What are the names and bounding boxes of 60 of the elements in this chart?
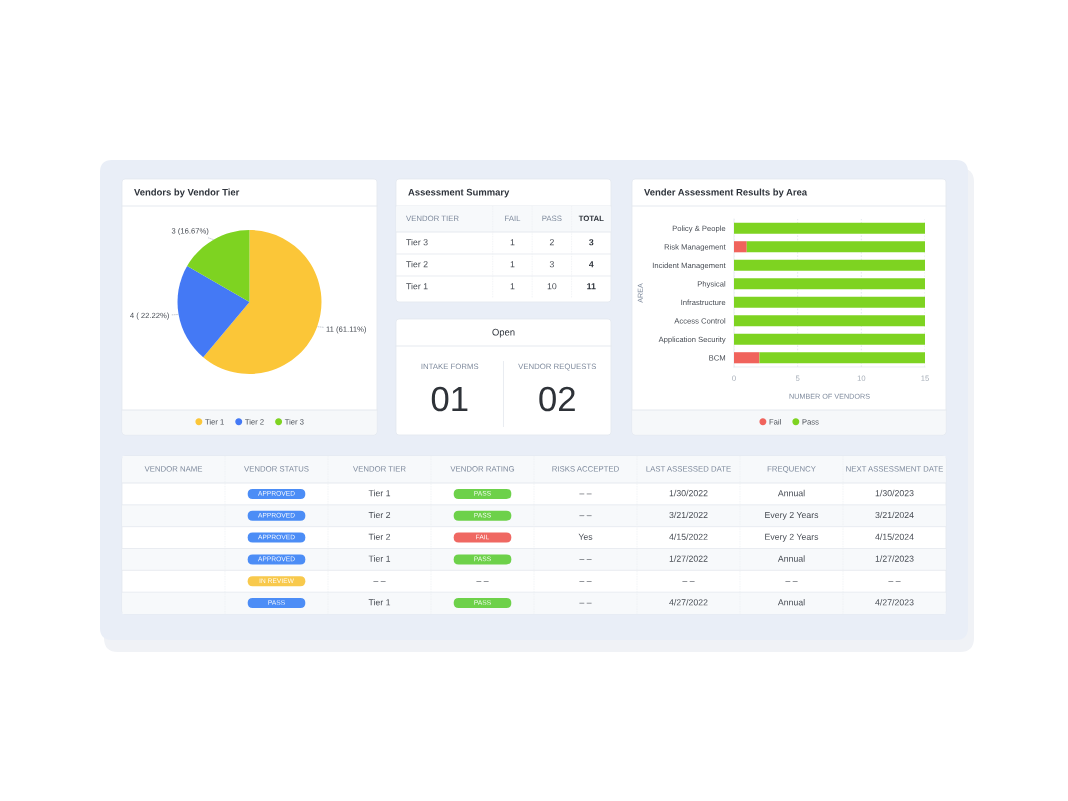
text: – – xyxy=(476,581,489,582)
text: – – xyxy=(579,515,592,517)
bar xyxy=(759,352,925,364)
text: Annual xyxy=(777,599,805,606)
text: 3/21/2024 xyxy=(875,511,914,519)
text: 4/15/2024 xyxy=(875,533,914,540)
text: – – xyxy=(888,581,901,582)
text: 11 xyxy=(587,283,596,290)
text: Tier 3 xyxy=(406,238,428,246)
text: 02 xyxy=(539,386,575,412)
bar xyxy=(734,222,925,234)
text: – – xyxy=(579,602,592,604)
bar xyxy=(734,352,760,364)
text: Every 2 Years xyxy=(765,533,819,542)
text: Tier 2 xyxy=(368,533,391,540)
text: Tier 2 xyxy=(368,511,391,519)
bar xyxy=(734,278,925,290)
text: Every 2 Years xyxy=(765,511,819,520)
chart-title: Vender Assessment Results by Area xyxy=(644,188,808,198)
text: 4 xyxy=(588,261,594,268)
text: – – xyxy=(785,581,798,582)
text: 1/27/2023 xyxy=(875,555,914,562)
text: Annual xyxy=(777,555,805,562)
text: Tier 1 xyxy=(368,489,391,497)
text: – – xyxy=(682,581,695,582)
text: 1 xyxy=(510,283,515,290)
chart-title: Vendors by Vendor Tier xyxy=(134,188,240,198)
text: 4/27/2022 xyxy=(669,599,708,606)
text: – – xyxy=(579,581,592,582)
text: 1/27/2022 xyxy=(669,555,708,562)
bar xyxy=(734,333,925,345)
text: – – xyxy=(579,493,592,495)
text: Assessment Summary xyxy=(408,188,510,198)
text: Tier 2 xyxy=(406,260,428,268)
pie-slice xyxy=(177,266,250,358)
text: 3 xyxy=(549,261,554,268)
text: – – xyxy=(373,581,386,582)
bar xyxy=(734,259,925,271)
bar xyxy=(734,241,747,253)
text: 10 xyxy=(547,283,557,290)
text: 1 xyxy=(510,261,515,268)
text: Annual xyxy=(777,489,805,497)
text: 3 xyxy=(589,239,594,246)
text: 3/21/2022 xyxy=(669,511,708,519)
text: Tier 1 xyxy=(368,555,391,562)
bar xyxy=(734,315,925,327)
text: 4/15/2022 xyxy=(669,533,708,540)
text: – – xyxy=(579,559,592,560)
bar xyxy=(734,296,925,308)
text: 1/30/2023 xyxy=(875,489,914,497)
text: 4/27/2023 xyxy=(875,599,914,606)
text: Open xyxy=(492,328,515,338)
text: Yes xyxy=(578,533,593,540)
text: 2 xyxy=(549,239,554,246)
text: Tier 1 xyxy=(368,599,391,606)
text: 1/30/2022 xyxy=(669,489,708,497)
text: 1 xyxy=(510,239,515,246)
text: 01 xyxy=(431,386,468,412)
bar xyxy=(746,241,925,253)
text: Tier 1 xyxy=(406,282,428,290)
